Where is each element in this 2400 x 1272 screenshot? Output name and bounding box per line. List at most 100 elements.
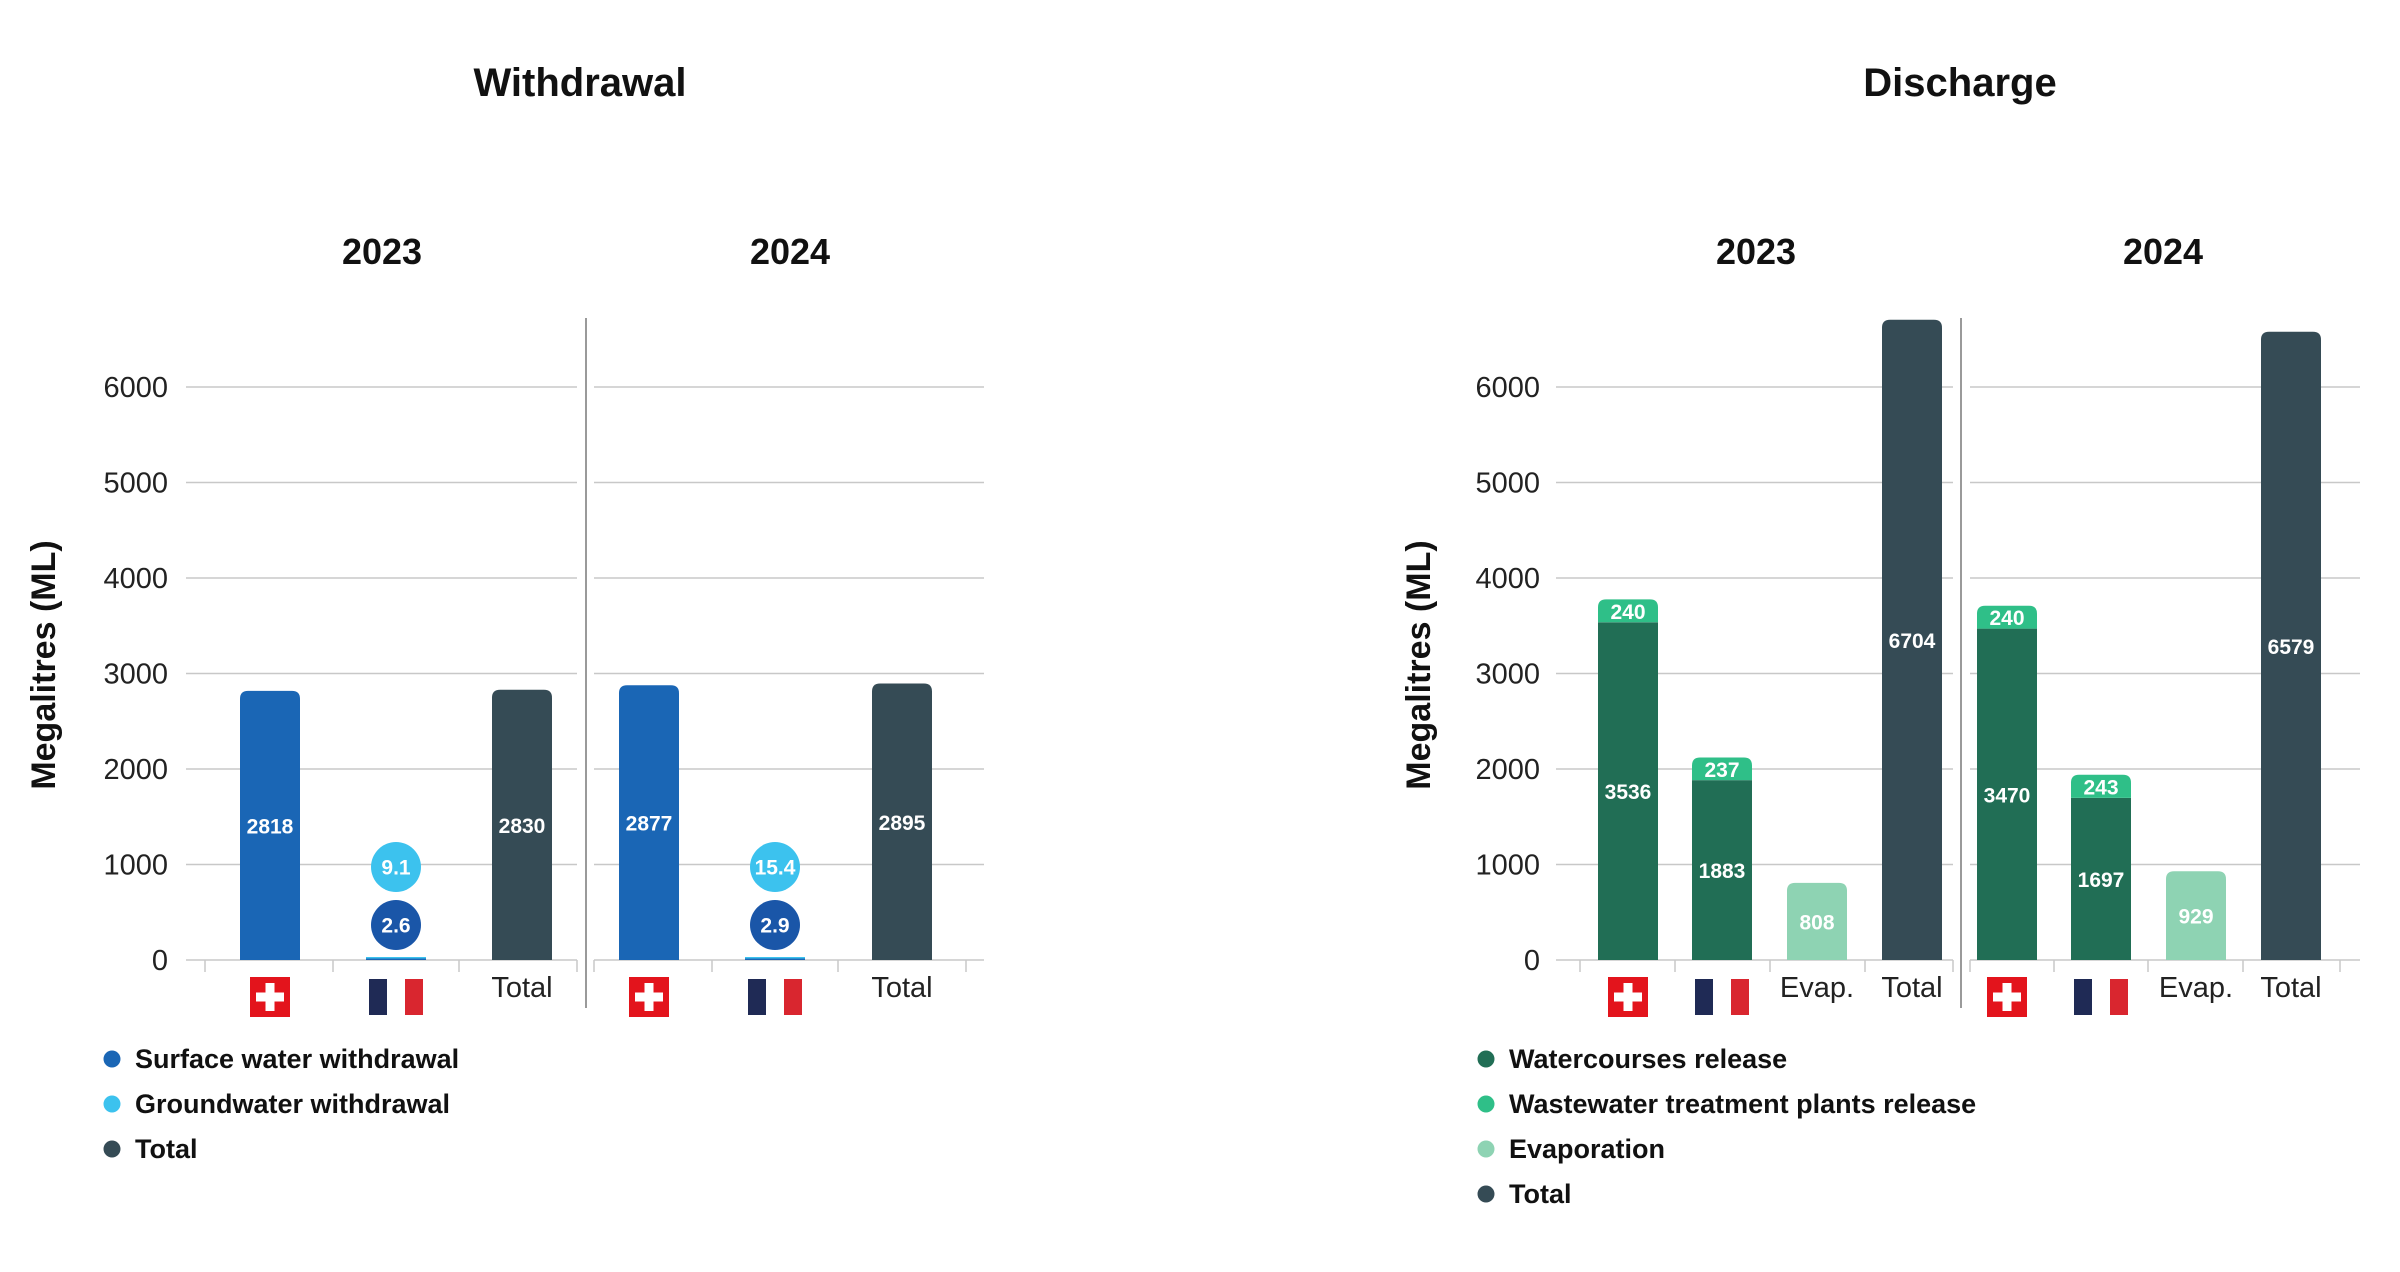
withdrawal-y-tick-1000: 1000 [103,850,168,882]
discharge-2023-switzerland-watercourses-release-bar [1598,622,1658,960]
discharge-2024-category-total: Total [2260,972,2321,1004]
discharge-y-tick-3000: 3000 [1475,659,1540,691]
withdrawal-2024-france-surface-bar [745,958,805,960]
discharge-y-tick-2000: 2000 [1475,754,1540,786]
france-flag-white [387,979,405,1015]
withdrawal-2023-france-flag-icon [369,979,423,1015]
discharge-y-tick-0: 0 [1524,945,1540,977]
withdrawal-y-axis-label: Megalitres (ML) [25,540,63,789]
discharge-2023-category-evap: Evap. [1780,972,1854,1004]
withdrawal-y-tick-3000: 3000 [103,659,168,691]
discharge-2024-switzerland-flag-icon [1987,977,2027,1017]
withdrawal-y-tick-6000: 6000 [103,372,168,404]
discharge-y-tick-6000: 6000 [1475,372,1540,404]
discharge-year-2024: 2024 [2123,231,2203,272]
withdrawal-2024-category-total: Total [871,972,932,1004]
discharge-legend-label-evaporation: Evaporation [1509,1134,1665,1164]
discharge-2024-switzerland-wastewater-treatment-plants-release-bar [1977,605,2037,629]
discharge-2023-france-watercourses-release-value-label: 1883 [1699,860,1746,883]
discharge-y-tick-5000: 5000 [1475,468,1540,500]
withdrawal-legend-marker-groundwater-withdrawal [103,1095,121,1113]
swiss-flag-cross-horizontal [256,992,284,1002]
discharge-chart: Discharge Megalitres (ML) 0 1000 2000 3000 400… [1400,61,2360,1209]
france-flag-blue [748,979,766,1015]
france-flag-white [766,979,784,1015]
discharge-2024-switzerland-watercourses-release-value-label: 3470 [1984,784,2031,807]
withdrawal-2024-switzerland-flag-icon [629,977,669,1017]
discharge-title: Discharge [1863,61,2056,105]
discharge-2024-france-wastewater-treatment-plants-release-bar [2071,774,2131,798]
withdrawal-y-tick-0: 0 [152,945,168,977]
discharge-2023-evap-evaporation-value-label: 808 [1799,911,1834,934]
withdrawal-2024-france-surface-bubble [750,900,800,950]
discharge-legend-label-watercourses-release: Watercourses release [1509,1044,1787,1074]
discharge-2023-evap-evaporation-bar [1787,882,1847,960]
discharge-2024-switzerland-wastewater-treatment-plants-release-value-label: 240 [1989,607,2024,630]
discharge-legend-marker-wastewater-treatment-plants-release [1477,1095,1495,1113]
discharge-2023-switzerland-wastewater-treatment-plants-release-value-label: 240 [1610,601,1645,624]
withdrawal-2023-switzerland-surface-water-withdrawal-bar [240,690,300,960]
france-flag-red [405,979,423,1015]
withdrawal-y-tick-2000: 2000 [103,754,168,786]
withdrawal-2023-switzerland-surface-water-withdrawal-value-label: 2818 [247,815,294,838]
withdrawal-2023-switzerland-flag-icon [250,977,290,1017]
withdrawal-2024-total-total-bar [872,683,932,960]
withdrawal-year-2024: 2024 [750,231,830,272]
withdrawal-2023-france-surface-bubble [371,900,421,950]
france-flag-blue [2074,979,2092,1015]
discharge-2023-switzerland-wastewater-treatment-plants-release-bar [1598,599,1658,623]
withdrawal-y-tick-4000: 4000 [103,563,168,595]
france-flag-red [2110,979,2128,1015]
withdrawal-legend-label-groundwater-withdrawal: Groundwater withdrawal [135,1089,450,1119]
discharge-legend-marker-watercourses-release [1477,1050,1495,1068]
discharge-y-axis-label: Megalitres (ML) [1400,540,1438,789]
withdrawal-chart: Withdrawal Megalitres (ML) 0 1000 2000 3000 40… [25,61,984,1164]
discharge-y-tick-4000: 4000 [1475,563,1540,595]
discharge-2023-france-wastewater-treatment-plants-release-value-label: 237 [1704,759,1739,782]
withdrawal-2023-total-total-value-label: 2830 [499,815,546,838]
discharge-2024-switzerland-watercourses-release-bar [1977,628,2037,960]
withdrawal-title: Withdrawal [474,61,687,105]
withdrawal-2024-france-ground-value-label: 15.4 [755,857,796,880]
discharge-year-2023: 2023 [1716,231,1796,272]
discharge-2023-total-total-bar [1882,319,1942,960]
discharge-2024-evap-evaporation-bar [2166,871,2226,960]
discharge-2024-france-flag-icon [2074,979,2128,1015]
withdrawal-year-2023: 2023 [342,231,422,272]
france-flag-white [1713,979,1731,1015]
discharge-2024-france-watercourses-release-value-label: 1697 [2078,869,2125,892]
withdrawal-2024-france-surface-value-label: 2.9 [760,915,789,938]
discharge-y-tick-1000: 1000 [1475,850,1540,882]
discharge-2024-evap-evaporation-value-label: 929 [2178,906,2213,929]
discharge-2023-switzerland-watercourses-release-value-label: 3536 [1605,781,1652,804]
withdrawal-legend-marker-surface-water-withdrawal [103,1050,121,1068]
swiss-flag-cross-horizontal [1614,992,1642,1002]
discharge-2023-switzerland-flag-icon [1608,977,1648,1017]
discharge-2024-france-watercourses-release-bar [2071,797,2131,960]
withdrawal-2024-switzerland-surface-water-withdrawal-bar [619,685,679,960]
withdrawal-y-tick-5000: 5000 [103,468,168,500]
discharge-legend-label-total: Total [1509,1179,1572,1209]
discharge-2023-france-wastewater-treatment-plants-release-bar [1692,757,1752,781]
discharge-legend-marker-total [1477,1185,1495,1203]
withdrawal-2023-france-surface-value-label: 2.6 [381,915,410,938]
withdrawal-2024-total-total-value-label: 2895 [879,812,926,835]
withdrawal-legend-label-surface-water-withdrawal: Surface water withdrawal [135,1044,459,1074]
france-flag-white [2092,979,2110,1015]
discharge-2024-total-total-value-label: 6579 [2268,636,2315,659]
withdrawal-2023-france-ground-bubble [371,842,421,892]
withdrawal-2024-switzerland-surface-water-withdrawal-value-label: 2877 [626,813,673,836]
withdrawal-legend-marker-total [103,1140,121,1158]
withdrawal-2024-france-ground-bubble [750,842,800,892]
discharge-2023-france-flag-icon [1695,979,1749,1015]
withdrawal-2024-france-ground-bar [745,957,805,959]
withdrawal-2023-france-ground-bar [366,957,426,959]
withdrawal-2023-france-surface-bar [366,958,426,960]
discharge-legend-label-wastewater-treatment-plants-release: Wastewater treatment plants release [1509,1089,1976,1119]
discharge-2024-total-total-bar [2261,331,2321,960]
withdrawal-2023-france-ground-value-label: 9.1 [381,857,411,880]
discharge-2023-france-watercourses-release-bar [1692,780,1752,960]
withdrawal-2024-france-flag-icon [748,979,802,1015]
france-flag-blue [369,979,387,1015]
